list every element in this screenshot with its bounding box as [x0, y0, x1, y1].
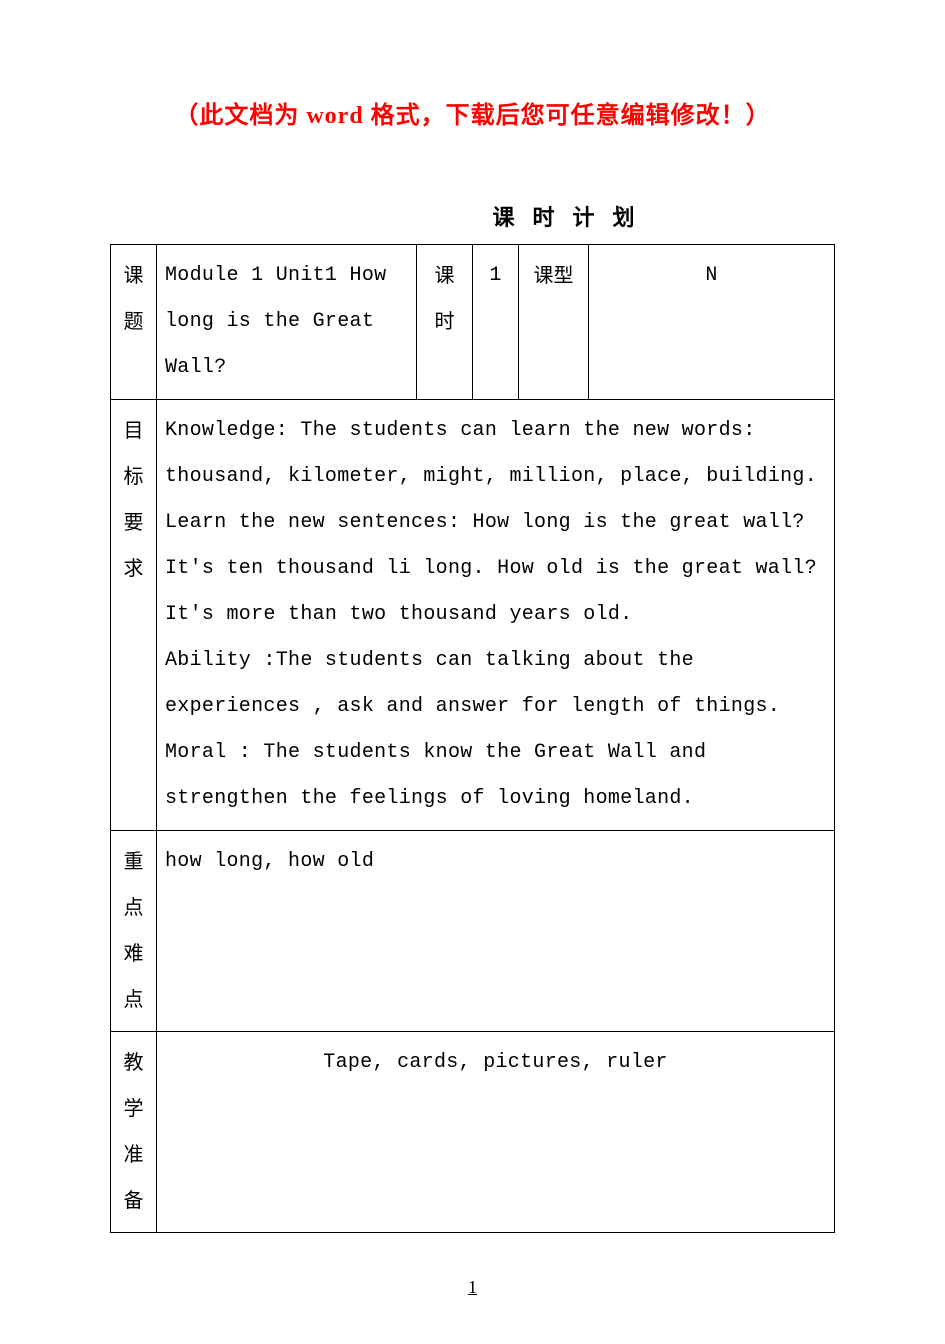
cell-objectives: Knowledge: The students can learn the ne… — [157, 400, 835, 831]
banner-suffix: 格式，下载后您可任意编辑修改！） — [364, 103, 771, 129]
table-row: 目标要求 Knowledge: The students can learn t… — [111, 400, 835, 831]
cell-keti: Module 1 Unit1 How long is the Great Wal… — [157, 245, 417, 400]
label-keypoints: 重点难点 — [111, 831, 157, 1032]
table-row: 重点难点 how long, how old — [111, 831, 835, 1032]
page-number: 1 — [0, 1277, 945, 1298]
plan-title: 课时计划 — [110, 200, 835, 232]
cell-kexing: N — [589, 245, 835, 400]
cell-keshi: 1 — [473, 245, 519, 400]
cell-prep: Tape, cards, pictures, ruler — [157, 1032, 835, 1233]
label-kexing: 课型 — [519, 245, 589, 400]
lesson-plan-table: 课题 Module 1 Unit1 How long is the Great … — [110, 244, 835, 1233]
cell-keypoints: how long, how old — [157, 831, 835, 1032]
table-row: 教学准备 Tape, cards, pictures, ruler — [111, 1032, 835, 1233]
label-keti: 课题 — [111, 245, 157, 400]
banner-prefix: （此文档为 — [174, 103, 306, 129]
label-objectives: 目标要求 — [111, 400, 157, 831]
table-row: 课题 Module 1 Unit1 How long is the Great … — [111, 245, 835, 400]
banner-notice: （此文档为 word 格式，下载后您可任意编辑修改！） — [110, 95, 835, 130]
label-prep: 教学准备 — [111, 1032, 157, 1233]
label-keshi: 课时 — [417, 245, 473, 400]
banner-word: word — [306, 103, 363, 129]
